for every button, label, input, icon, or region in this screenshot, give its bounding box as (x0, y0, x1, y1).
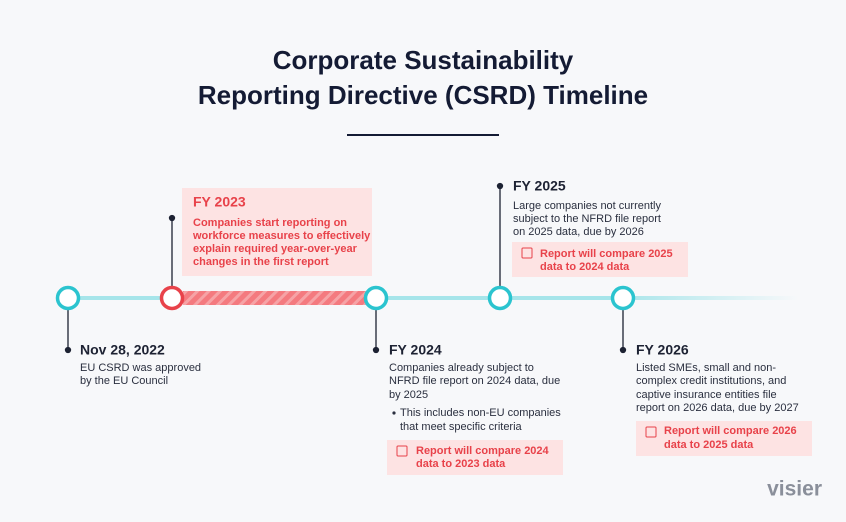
event-text: on 2025 data, due by 2026 (513, 226, 644, 238)
note-text: data to 2023 data (416, 458, 506, 470)
event-label: FY 2025 (513, 178, 566, 194)
event-text: complex credit institutions, and (636, 375, 786, 387)
event-text: report on 2026 data, due by 2027 (636, 402, 799, 414)
highlight-segment (183, 291, 366, 305)
event-label: Nov 28, 2022 (80, 342, 165, 358)
connectors (64, 182, 627, 354)
note-text: Report will compare 2025 (540, 248, 673, 260)
event-text: Companies already subject to (389, 362, 534, 374)
note-box (387, 440, 563, 475)
event-text: subject to the NFRD file report (513, 213, 661, 225)
event-label: FY 2023 (193, 194, 246, 210)
note-text: data to 2024 data (540, 261, 630, 273)
event-text: by 2025 (389, 389, 428, 401)
event-text: captive insurance entities file (636, 389, 777, 401)
event-text: EU CSRD was approved (80, 362, 201, 374)
note-box (636, 421, 812, 456)
title: Reporting Directive (CSRD) Timeline (198, 80, 648, 110)
note-box (512, 242, 688, 277)
note-icons (396, 247, 657, 457)
event-text: explain required year-over-year (193, 243, 358, 255)
event-text: changes in the first report (193, 256, 329, 268)
event-text: Companies start reporting on (193, 217, 347, 229)
note-text: Report will compare 2024 (416, 445, 550, 457)
timeline (68, 296, 798, 300)
note-text: data to 2025 data (664, 439, 754, 451)
event-text: Large companies not currently (513, 200, 661, 212)
event-text: NFRD file report on 2024 data, due (389, 375, 560, 387)
milestones (55, 285, 636, 311)
logo: visier (767, 478, 822, 501)
bullet-text: This includes non-EU companies (400, 407, 561, 419)
event-text: by the EU Council (80, 375, 168, 387)
note-text: Report will compare 2026 (664, 425, 797, 437)
event-label: FY 2024 (389, 342, 442, 358)
title: Corporate Sustainability (273, 45, 574, 75)
event-text: workforce measures to effectively (192, 230, 371, 242)
bullet-text: that meet specific criteria (400, 421, 523, 433)
bullet (392, 411, 396, 415)
highlight-box (182, 188, 372, 276)
event-label: FY 2026 (636, 342, 689, 358)
event-text: Listed SMEs, small and non- (636, 362, 776, 374)
